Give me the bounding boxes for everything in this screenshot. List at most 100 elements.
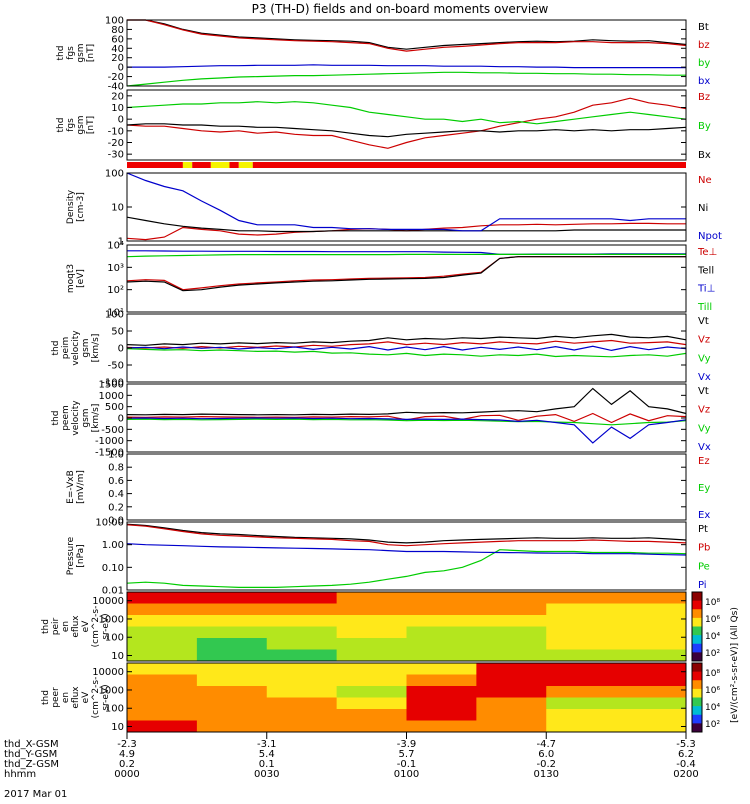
y-tick-label: 20 xyxy=(111,91,124,102)
spectrogram-cell xyxy=(476,649,547,662)
spectrogram-cell xyxy=(127,592,198,604)
spectrogram-cell xyxy=(266,709,338,721)
series-line-Ne xyxy=(126,222,686,241)
y-tick-label: 10⁴ xyxy=(107,241,124,252)
y-axis-label: peer xyxy=(51,687,61,708)
series-line-Vy xyxy=(126,348,687,358)
spectrogram-cell xyxy=(336,697,407,710)
y-axis-label: thd xyxy=(41,690,51,705)
y-axis-label: gsm xyxy=(76,43,86,62)
spectrogram-cell xyxy=(336,592,407,604)
y-axis-label: gsm xyxy=(76,115,86,134)
series-line-Te⊥ xyxy=(126,256,686,291)
legend-Till: Till xyxy=(697,302,712,313)
spectrogram-cell xyxy=(336,674,407,687)
spectrogram-cell xyxy=(616,615,687,627)
colorbar-segment xyxy=(692,663,702,673)
chart-title: P3 (TH-D) fields and on-board moments ov… xyxy=(252,2,549,16)
x-tick-label: 0000 xyxy=(114,769,139,780)
spectrogram-cell xyxy=(336,615,407,627)
y-tick-label: 0.2 xyxy=(108,502,124,513)
mode-bar-segment xyxy=(252,162,686,168)
y-axis-label: en xyxy=(61,692,71,703)
spectrogram-cell xyxy=(336,649,407,662)
y-tick-label: -1500 xyxy=(95,448,124,459)
spectrogram-cell xyxy=(266,686,338,698)
spectrogram-cell xyxy=(127,638,198,650)
series-line-by xyxy=(126,71,686,87)
x-tick-label: 0030 xyxy=(254,769,279,780)
panel-ion_velocity: 100 50 0 -50 -100 thd peim velocity gsm [km/s] Vt V… xyxy=(51,310,711,389)
y-axis-label: [nPa] xyxy=(76,544,86,567)
x-tick-label: -0.1 xyxy=(397,759,417,770)
spectrogram-cell xyxy=(127,709,198,721)
y-axis-label: fgs xyxy=(66,118,76,132)
legend-Pb: Pb xyxy=(698,543,710,554)
y-axis-label: thd xyxy=(51,341,61,356)
y-tick-label: 1.0 xyxy=(108,450,124,461)
legend-Vt: Vt xyxy=(698,386,709,397)
series-line-Vz xyxy=(126,339,687,349)
spectrogram-cell xyxy=(546,592,617,604)
spectrogram-cell xyxy=(406,697,477,710)
series-line-Bt xyxy=(127,19,687,50)
y-tick-label: 10000 xyxy=(92,596,124,607)
y-axis-label: [eV] xyxy=(76,269,86,288)
y-tick-label: 1 xyxy=(118,237,124,248)
series-line-Pi xyxy=(126,543,687,556)
panel-efield: 1.0 0.8 0.6 0.4 0.2 0.0 E=-VxB [mV/m] Ez Ey Ex xyxy=(66,450,710,527)
y-tick-label: 1000 xyxy=(99,614,124,625)
spectrogram-cell xyxy=(616,663,687,675)
spectrogram-cell xyxy=(616,686,687,698)
spectrogram-cell xyxy=(127,697,198,710)
spectrogram-cell xyxy=(196,697,268,710)
spectrogram-cell xyxy=(476,697,547,710)
spectrogram-cell xyxy=(127,663,198,675)
y-tick-label: 50 xyxy=(111,327,124,338)
legend-Bz: Bz xyxy=(698,92,710,103)
spectrogram-cell xyxy=(406,709,477,721)
y-tick-label: 10 xyxy=(111,651,124,662)
legend-bz: bz xyxy=(698,40,710,51)
y-tick-label: -20 xyxy=(108,72,124,83)
spectrogram-cell xyxy=(127,686,198,698)
y-tick-label: 100 xyxy=(105,16,124,27)
y-axis-label: E=-VxB xyxy=(66,470,76,504)
spectrogram-cell xyxy=(266,697,338,710)
spectrogram-cell xyxy=(616,720,687,733)
y-axis-label: thd xyxy=(41,619,51,634)
y-axis-label: (cm^2-s- xyxy=(91,677,101,719)
spectrogram-cell xyxy=(476,592,547,604)
spectrogram-cell xyxy=(266,674,338,687)
spectrogram-cell xyxy=(616,674,687,687)
colorbar-tick-label: 10⁸ xyxy=(705,669,720,679)
spectrogram-cell xyxy=(546,663,617,675)
spectrogram-cell xyxy=(476,720,547,733)
y-tick-label: 100 xyxy=(105,310,124,321)
colorbar-tick-label: 10⁸ xyxy=(705,598,720,608)
spectrogram-cell xyxy=(476,626,547,639)
spectrogram-cell xyxy=(406,720,477,733)
spectrogram-cell xyxy=(546,674,617,687)
spectrogram-cell xyxy=(196,649,268,662)
spectrogram-cell xyxy=(546,615,617,627)
series-line-Pt xyxy=(126,523,687,544)
y-tick-label: 10² xyxy=(107,285,124,296)
legend-Ey: Ey xyxy=(698,483,710,494)
spectrogram-cell xyxy=(616,709,687,721)
legend-Vz: Vz xyxy=(698,405,710,416)
y-tick-label: -50 xyxy=(108,361,124,372)
legend-Pe: Pe xyxy=(698,561,710,572)
series-line-Vy xyxy=(126,418,687,426)
legend-By: By xyxy=(698,121,711,132)
spectrogram-cell xyxy=(546,697,617,710)
legend-Vt: Vt xyxy=(698,316,709,327)
legend-Ne: Ne xyxy=(698,175,712,186)
spectrogram-cell xyxy=(406,615,477,627)
y-axis-label: (cm^2-s- xyxy=(91,606,101,648)
spectrogram-cell xyxy=(266,626,338,639)
spectrogram-cell xyxy=(546,649,617,662)
spectrogram-cell xyxy=(196,592,268,604)
spectrogram-cell xyxy=(476,686,547,698)
